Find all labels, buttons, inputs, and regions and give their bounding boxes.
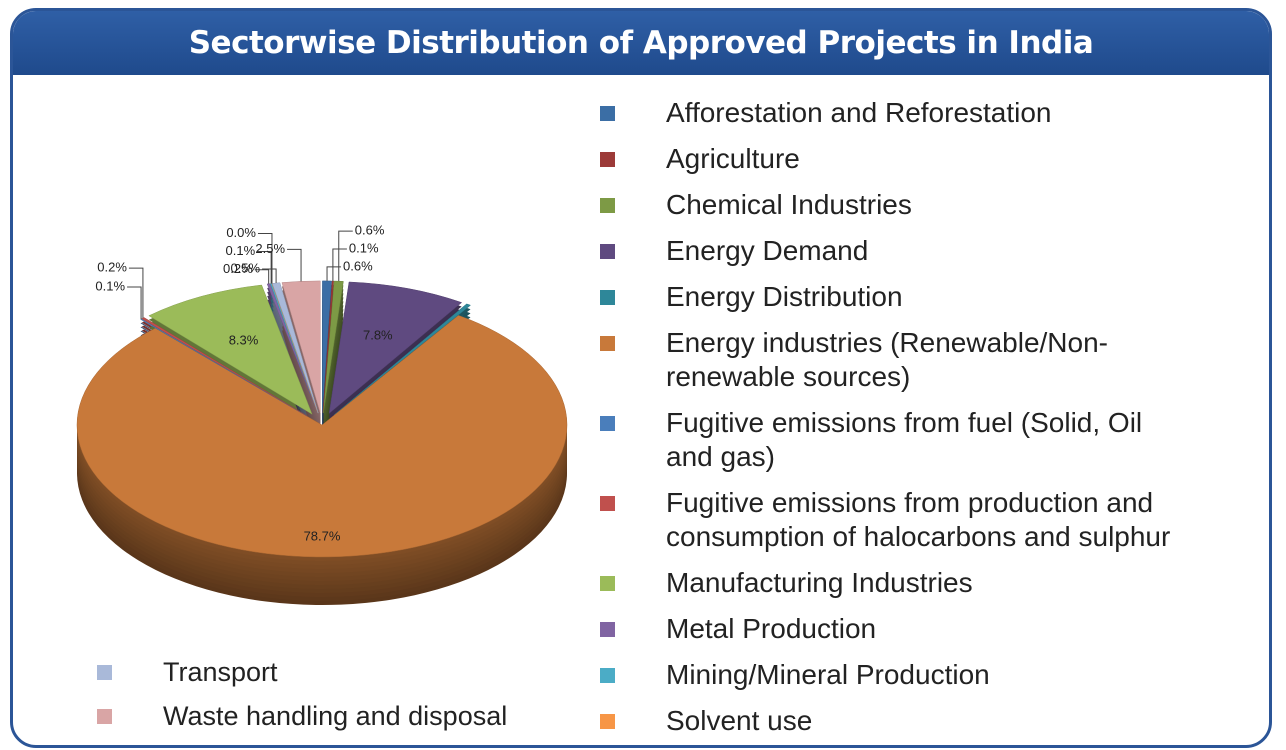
slice-side xyxy=(323,285,344,417)
data-label: 0.2% xyxy=(97,260,127,275)
slice-side xyxy=(323,313,344,445)
slice-side xyxy=(323,305,344,437)
leader-line xyxy=(262,268,277,284)
data-label: 0.6% xyxy=(355,223,385,238)
legend-label: Waste handling and disposal xyxy=(163,701,508,731)
data-label: 0.0% xyxy=(226,225,256,240)
legend-item: Energy industries (Renewable/Non-renewab… xyxy=(600,326,1190,394)
legend-item: Mining/Mineral Production xyxy=(600,658,1190,692)
legend-swatch xyxy=(600,496,615,511)
legend-item: Fugitive emissions from fuel (Solid, Oil… xyxy=(600,406,1190,474)
data-label: 0.1% xyxy=(226,243,256,258)
leader-line xyxy=(326,266,342,281)
data-label: 78.7% xyxy=(304,528,341,543)
legend-swatch xyxy=(600,152,615,167)
leader-line xyxy=(257,232,273,284)
data-label: 2.5% xyxy=(255,241,285,256)
legend-swatch xyxy=(97,665,112,680)
legend-label: Fugitive emissions from production and c… xyxy=(666,487,1171,552)
data-label: 0.6% xyxy=(343,258,373,273)
legend-label: Manufacturing Industries xyxy=(666,567,973,598)
leader-line xyxy=(257,251,272,284)
slice xyxy=(323,280,344,413)
legend-label: Solvent use xyxy=(666,705,813,736)
legend-label: Fugitive emissions from fuel (Solid, Oil… xyxy=(666,407,1143,472)
legend-item: Solvent use xyxy=(600,704,1190,738)
data-label: 0.1% xyxy=(95,278,125,293)
legend-item: Manufacturing Industries xyxy=(600,566,1190,600)
legend-label: Metal Production xyxy=(666,613,877,644)
slice xyxy=(141,317,308,417)
legend-swatch xyxy=(600,198,615,213)
legend-label: Mining/Mineral Production xyxy=(666,659,990,690)
legend-label: Chemical Industries xyxy=(666,189,912,220)
data-label: 7.8% xyxy=(363,327,393,342)
data-label: 0.5% xyxy=(230,260,260,275)
legend-item: Transport xyxy=(97,655,577,689)
slice xyxy=(333,303,472,416)
legend-item: Metal Production xyxy=(600,612,1190,646)
leader-line xyxy=(332,248,347,282)
leader-line xyxy=(128,267,144,319)
slice xyxy=(322,280,334,413)
legend-swatch xyxy=(600,576,615,591)
legend-swatch xyxy=(600,416,615,431)
legend-item: Afforestation and Reforestation xyxy=(600,96,1190,130)
legend-item: Energy Distribution xyxy=(600,280,1190,314)
slice-side xyxy=(323,297,344,429)
slice xyxy=(270,283,319,414)
legend-label: Agriculture xyxy=(666,143,800,174)
legend: Transport Waste handling and disposal xyxy=(97,655,577,743)
leader-line xyxy=(127,286,142,320)
slice-side xyxy=(323,309,344,441)
legend-swatch xyxy=(600,622,615,637)
leader-line xyxy=(338,230,353,282)
legend-label: Energy industries (Renewable/Non-renewab… xyxy=(666,327,1108,392)
legend-label: Afforestation and Reforestation xyxy=(666,97,1052,128)
legend-swatch xyxy=(600,244,615,259)
slice-side xyxy=(323,301,344,433)
leader-line xyxy=(287,248,302,282)
slice-side xyxy=(323,317,344,449)
legend-swatch xyxy=(97,709,112,724)
legend-swatch xyxy=(600,290,615,305)
slice xyxy=(328,281,463,415)
legend-label: Transport xyxy=(163,657,278,687)
pie-top xyxy=(76,280,568,558)
slice xyxy=(148,284,313,415)
leader-line xyxy=(254,269,270,284)
legend-item: Chemical Industries xyxy=(600,188,1190,222)
legend-item: Energy Demand xyxy=(600,234,1190,268)
chart-title: Sectorwise Distribution of Approved Proj… xyxy=(13,11,1269,75)
legend-swatch xyxy=(600,714,615,729)
legend-swatch xyxy=(600,106,615,121)
legend-swatch xyxy=(600,336,615,351)
legend-label: Energy Distribution xyxy=(666,281,903,312)
legend: Afforestation and Reforestation Agricultu… xyxy=(600,96,1190,750)
slice-side xyxy=(323,289,344,421)
legend-item: Fugitive emissions from production and c… xyxy=(600,486,1190,554)
legend-swatch xyxy=(600,668,615,683)
data-label: 8.3% xyxy=(229,333,259,348)
slice xyxy=(76,315,568,558)
data-label: 0.2% xyxy=(223,261,253,276)
data-label: 0.1% xyxy=(349,240,379,255)
legend-item: Waste handling and disposal xyxy=(97,699,577,733)
slice-side xyxy=(323,293,344,425)
legend-label: Energy Demand xyxy=(666,235,869,266)
frame: Sectorwise Distribution of Approved Proj… xyxy=(10,8,1272,748)
legend-item: Agriculture xyxy=(600,142,1190,176)
